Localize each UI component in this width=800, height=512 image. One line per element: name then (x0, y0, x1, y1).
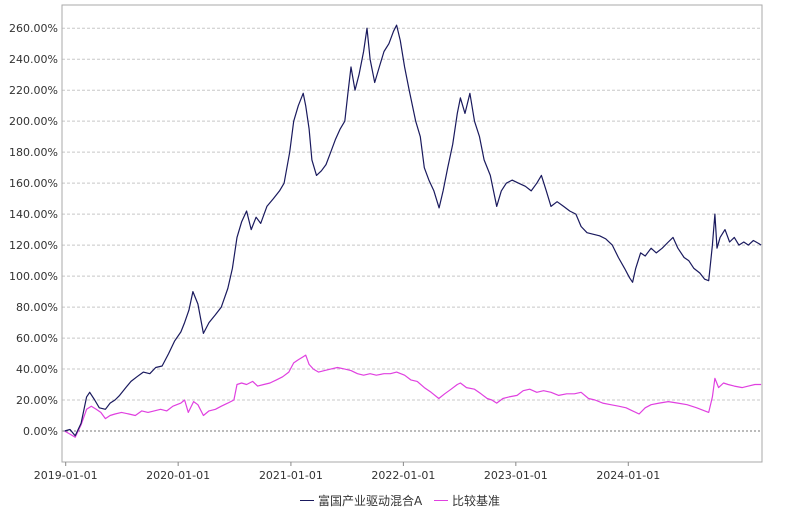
series-line-benchmark (64, 354, 762, 438)
x-axis-ticks: 2019-01-01 2020-01-01 2021-01-01 2022-01-01… (34, 462, 660, 482)
y-tick-label: 40.00% (16, 363, 58, 376)
grid-lines (62, 27, 762, 432)
x-tick-label: 2023-01-01 (484, 469, 548, 482)
legend-item-fund[interactable]: 富国产业驱动混合A (299, 492, 423, 509)
y-tick-label: 0.00% (23, 425, 58, 438)
axes (61, 4, 763, 463)
x-tick-label: 2024-01-01 (596, 469, 660, 482)
legend-label-benchmark: 比较基准 (452, 494, 501, 508)
y-tick-label: 20.00% (16, 394, 58, 407)
y-tick-label: 200.00% (9, 115, 58, 128)
y-tick-label: 260.00% (9, 22, 58, 35)
series-line-fund (64, 24, 762, 437)
plot-frame (61, 4, 763, 463)
series-layer (64, 24, 762, 438)
x-tick-label: 2019-01-01 (34, 469, 98, 482)
y-axis-ticks: 0.00% 20.00% 40.00% 60.00% 80.00% 100.00% 120.… (9, 22, 58, 438)
x-tick-label: 2022-01-01 (371, 469, 435, 482)
y-tick-label: 120.00% (9, 239, 58, 252)
y-tick-label: 240.00% (9, 53, 58, 66)
x-tick-label: 2021-01-01 (259, 469, 323, 482)
legend-swatch-benchmark (434, 500, 449, 501)
y-tick-label: 60.00% (16, 332, 58, 345)
x-tick-label: 2020-01-01 (146, 469, 210, 482)
y-tick-label: 180.00% (9, 146, 58, 159)
y-tick-label: 160.00% (9, 177, 58, 190)
legend-swatch-fund (299, 500, 314, 501)
y-tick-label: 220.00% (9, 84, 58, 97)
y-tick-label: 140.00% (9, 208, 58, 221)
legend-label-fund: 富国产业驱动混合A (317, 494, 423, 508)
y-tick-label: 100.00% (9, 270, 58, 283)
legend-item-benchmark[interactable]: 比较基准 (434, 492, 500, 509)
chart-legend: 富国产业驱动混合A 比较基准 (0, 490, 800, 509)
line-chart: 0.00% 20.00% 40.00% 60.00% 80.00% 100.00% 120.… (9, 4, 763, 482)
y-tick-label: 80.00% (16, 301, 58, 314)
